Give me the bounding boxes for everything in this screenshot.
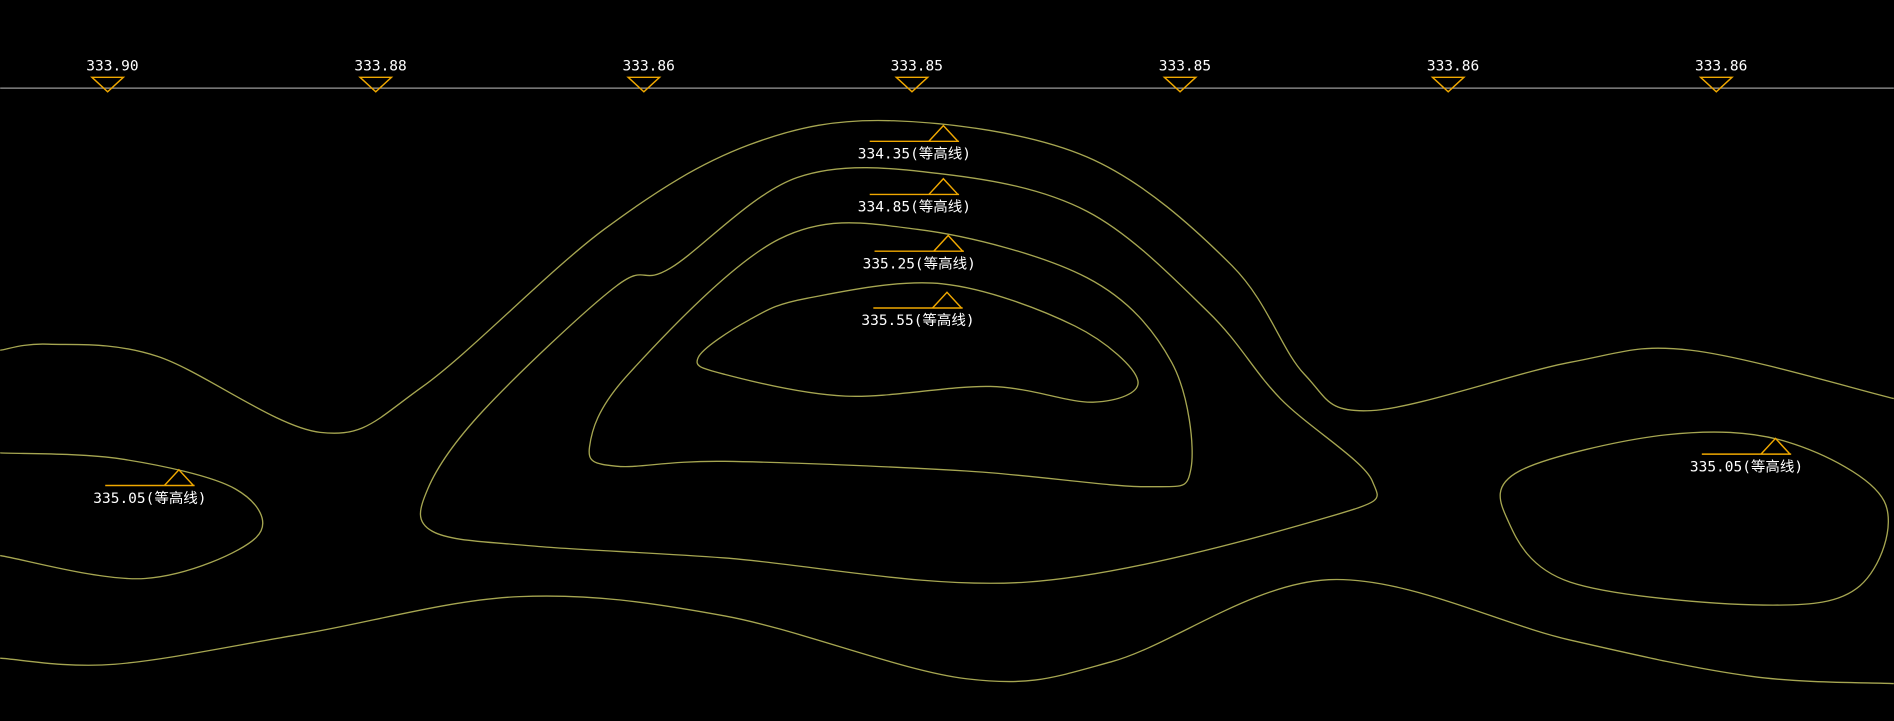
elevation-label: 333.86 [623,58,675,74]
elevation-marker [626,76,662,93]
elevation-marker [1430,76,1466,93]
elevation-marker [1698,76,1734,93]
elevation-label: 333.86 [1427,58,1479,74]
contour-label: 335.25(等高线) [863,254,976,272]
contour-line [588,222,1193,488]
elevation-marker [1162,76,1198,93]
elevation-marker [894,76,930,93]
contour-line [0,578,1894,685]
contour-label: 335.05(等高线) [1690,457,1803,475]
contour-line [419,167,1378,584]
contour-line [696,282,1139,403]
elevation-label: 333.88 [354,58,406,74]
label-marker [933,234,964,252]
label-marker [931,291,963,309]
label-marker [1760,437,1791,455]
elevation-label: 333.90 [86,58,138,74]
contour-line [1499,431,1889,606]
label-marker [928,124,959,142]
contour-line [0,119,1894,434]
contour-label: 335.05(等高线) [93,489,206,507]
contour-label: 334.85(等高线) [858,198,971,216]
label-marker [163,468,194,486]
elevation-label: 333.85 [891,58,943,74]
elevation-marker [90,76,126,93]
contour-line [0,452,264,580]
elevation-label: 333.85 [1159,58,1211,74]
contour-label: 334.35(等高线) [858,145,971,163]
elevation-marker [358,76,394,93]
contour-label: 335.55(等高线) [861,311,974,329]
label-marker [928,177,959,195]
elevation-label: 333.86 [1695,58,1747,74]
